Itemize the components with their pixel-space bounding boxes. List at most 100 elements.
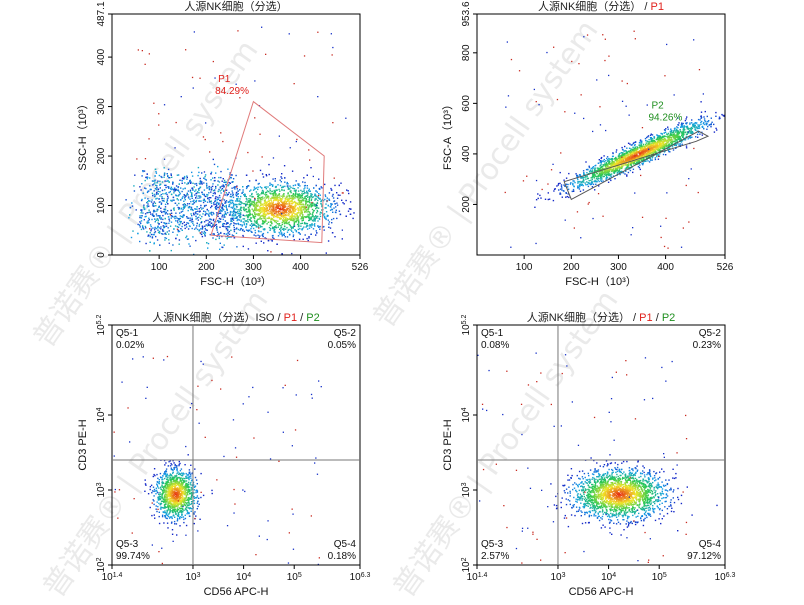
- data-point: [180, 193, 181, 194]
- data-point: [268, 210, 269, 211]
- data-point: [292, 195, 293, 196]
- data-point: [620, 160, 621, 161]
- data-point: [316, 212, 317, 213]
- data-point: [746, 97, 747, 98]
- data-point: [233, 215, 234, 216]
- data-point: [609, 161, 610, 162]
- data-point: [307, 197, 308, 198]
- data-point: [194, 229, 195, 230]
- data-point: [600, 165, 601, 166]
- data-point: [231, 207, 232, 208]
- data-point: [200, 187, 201, 188]
- data-point: [240, 207, 241, 208]
- data-point: [648, 151, 649, 152]
- data-point: [216, 212, 217, 213]
- data-point: [215, 188, 216, 189]
- data-point: [220, 212, 221, 213]
- data-point: [255, 214, 256, 215]
- data-point: [227, 169, 228, 170]
- data-point: [300, 200, 301, 201]
- data-point: [141, 212, 142, 213]
- data-point: [626, 168, 627, 169]
- data-point: [210, 197, 211, 198]
- data-point: [249, 210, 250, 211]
- data-point: [218, 233, 219, 234]
- data-point: [200, 181, 201, 182]
- data-point: [296, 221, 297, 222]
- data-point: [295, 194, 296, 195]
- data-point: [137, 224, 138, 225]
- data-point: [159, 195, 160, 196]
- data-point: [168, 223, 169, 224]
- data-point: [256, 202, 257, 203]
- data-point: [305, 217, 306, 218]
- data-point: [266, 223, 267, 224]
- data-point: [234, 188, 235, 189]
- data-point: [312, 215, 313, 216]
- data-point: [585, 182, 586, 183]
- data-point: [287, 232, 288, 233]
- data-point: [216, 203, 217, 204]
- data-point: [313, 228, 314, 229]
- data-point: [262, 209, 263, 210]
- data-point: [294, 205, 295, 206]
- data-point: [275, 207, 276, 208]
- data-point: [706, 129, 707, 130]
- data-point: [231, 182, 232, 183]
- data-point: [310, 191, 311, 192]
- data-point: [205, 211, 206, 212]
- data-point: [307, 187, 308, 188]
- data-point: [205, 205, 206, 206]
- data-point: [568, 197, 569, 198]
- data-point: [218, 191, 219, 192]
- data-point: [255, 235, 256, 236]
- data-point: [306, 226, 307, 227]
- data-point: [189, 218, 190, 219]
- data-point: [224, 215, 225, 216]
- data-point: [171, 189, 172, 190]
- data-point: [224, 194, 225, 195]
- data-point: [566, 178, 567, 179]
- data-point: [190, 181, 191, 182]
- data-point: [664, 132, 665, 133]
- data-point: [289, 224, 290, 225]
- data-point: [235, 214, 236, 215]
- data-point: [567, 184, 568, 185]
- data-point: [632, 172, 633, 173]
- data-point: [178, 174, 179, 175]
- data-point: [647, 136, 648, 137]
- data-point: [184, 176, 185, 177]
- data-point: [179, 207, 180, 208]
- data-point: [221, 247, 222, 248]
- data-point: [259, 206, 260, 207]
- data-point: [329, 192, 330, 193]
- data-point: [670, 129, 671, 130]
- x-tick-label: 300: [245, 262, 262, 273]
- data-point: [220, 177, 221, 178]
- data-point: [700, 122, 701, 123]
- data-point: [646, 157, 647, 158]
- data-point: [615, 157, 616, 158]
- data-point: [296, 231, 297, 232]
- data-point: [580, 191, 581, 192]
- data-point: [342, 230, 343, 231]
- data-point: [280, 180, 281, 181]
- data-point: [210, 207, 211, 208]
- data-point: [237, 209, 238, 210]
- data-point: [186, 179, 187, 180]
- data-point: [665, 136, 666, 137]
- data-point: [333, 207, 334, 208]
- data-point: [697, 124, 698, 125]
- data-point: [251, 226, 252, 227]
- data-point: [274, 227, 275, 228]
- data-point: [261, 27, 262, 28]
- data-point: [256, 243, 257, 244]
- data-point: [278, 213, 279, 214]
- data-point: [240, 196, 241, 197]
- data-point: [195, 197, 196, 198]
- data-point: [163, 200, 164, 201]
- data-point: [600, 179, 601, 180]
- data-point: [288, 200, 289, 201]
- data-point: [676, 126, 677, 127]
- data-point: [654, 152, 655, 153]
